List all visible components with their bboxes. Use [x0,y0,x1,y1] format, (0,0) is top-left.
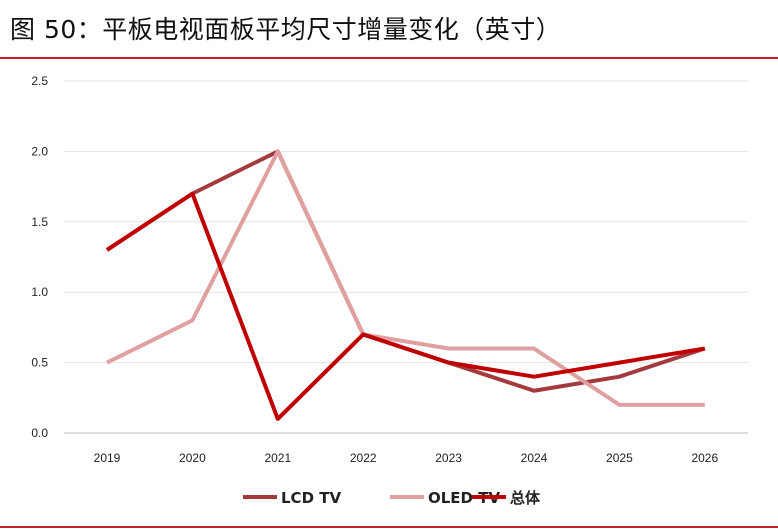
y-tick-label: 2.0 [31,144,48,158]
bottom-rule [0,526,778,528]
x-tick-label: 2023 [435,451,462,465]
y-tick-label: 1.0 [31,285,48,299]
x-tick-label: 2022 [350,451,377,465]
series-line-2 [105,191,706,421]
chart-title: 图 50：平板电视面板平均尺寸增量变化（英寸） [10,15,562,44]
x-tick-label: 2025 [606,451,633,465]
legend-label: LCD TV [281,489,341,507]
legend-label: 总体 [510,489,541,507]
title-rule [0,57,778,59]
y-tick-label: 0.5 [31,356,48,370]
legend: LCD TV OLED TV 总体 [243,489,541,507]
y-tick-label: 1.5 [31,215,48,229]
series-lines [105,149,706,421]
series-line-1 [106,149,705,407]
legend-label: OLED TV [428,489,500,507]
y-axis-ticks: 0.0 0.5 1.0 1.5 2.0 2.5 [31,74,48,440]
y-tick-label: 0.0 [31,426,48,440]
y-tick-label: 2.5 [31,74,48,88]
series-line-0 [105,149,706,393]
x-tick-label: 2026 [691,451,718,465]
x-tick-label: 2021 [264,451,291,465]
x-tick-label: 2020 [179,451,206,465]
x-axis-ticks: 2019 2020 2021 2022 2023 2024 2025 2026 [94,451,719,465]
grid-lines [64,80,748,434]
x-tick-label: 2024 [521,451,548,465]
x-tick-label: 2019 [94,451,121,465]
